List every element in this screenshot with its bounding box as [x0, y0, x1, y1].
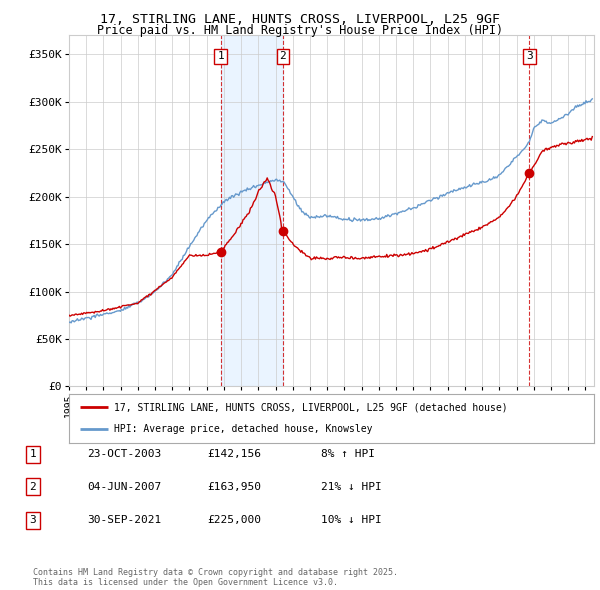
Text: £225,000: £225,000 — [207, 516, 261, 525]
Text: 1: 1 — [217, 51, 224, 61]
Text: 10% ↓ HPI: 10% ↓ HPI — [321, 516, 382, 525]
Text: 30-SEP-2021: 30-SEP-2021 — [87, 516, 161, 525]
Text: HPI: Average price, detached house, Knowsley: HPI: Average price, detached house, Know… — [113, 424, 372, 434]
Text: 3: 3 — [526, 51, 533, 61]
Text: 04-JUN-2007: 04-JUN-2007 — [87, 482, 161, 491]
Text: 2: 2 — [280, 51, 286, 61]
Text: 2: 2 — [29, 482, 37, 491]
Bar — [221, 35, 283, 386]
Text: 3: 3 — [29, 516, 37, 525]
Text: 17, STIRLING LANE, HUNTS CROSS, LIVERPOOL, L25 9GF (detached house): 17, STIRLING LANE, HUNTS CROSS, LIVERPOO… — [113, 402, 507, 412]
Text: 21% ↓ HPI: 21% ↓ HPI — [321, 482, 382, 491]
Text: 23-OCT-2003: 23-OCT-2003 — [87, 450, 161, 459]
Text: 1: 1 — [29, 450, 37, 459]
Text: Price paid vs. HM Land Registry's House Price Index (HPI): Price paid vs. HM Land Registry's House … — [97, 24, 503, 37]
Text: 8% ↑ HPI: 8% ↑ HPI — [321, 450, 375, 459]
Text: £142,156: £142,156 — [207, 450, 261, 459]
Text: 17, STIRLING LANE, HUNTS CROSS, LIVERPOOL, L25 9GF: 17, STIRLING LANE, HUNTS CROSS, LIVERPOO… — [100, 13, 500, 26]
Text: Contains HM Land Registry data © Crown copyright and database right 2025.
This d: Contains HM Land Registry data © Crown c… — [33, 568, 398, 587]
Text: £163,950: £163,950 — [207, 482, 261, 491]
